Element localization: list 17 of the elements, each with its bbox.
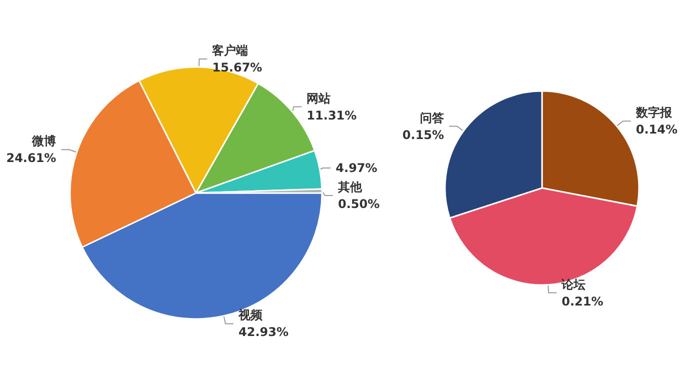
slice-label: 客户端 [211, 44, 248, 58]
data-label: 15.67% [212, 60, 262, 75]
slice-label: 微博 [31, 134, 56, 148]
data-label: 24.61% [6, 151, 56, 166]
data-label: 42.93% [238, 325, 288, 340]
data-label: 0.15% [402, 128, 444, 142]
slice-label: 网站 [306, 91, 331, 106]
data-label: 0.21% [562, 294, 604, 308]
slice-label: 视频 [238, 308, 264, 322]
slice-label: 其他 [336, 180, 363, 194]
data-label: 0.14% [636, 122, 678, 137]
data-label: 4.97% [336, 161, 378, 176]
slice-label: 数字报 [634, 106, 673, 120]
slice-label: 问答 [420, 110, 446, 125]
data-label: 11.31% [306, 108, 357, 122]
data-label: 0.50% [338, 197, 380, 212]
slice-label: 论坛 [560, 277, 586, 292]
